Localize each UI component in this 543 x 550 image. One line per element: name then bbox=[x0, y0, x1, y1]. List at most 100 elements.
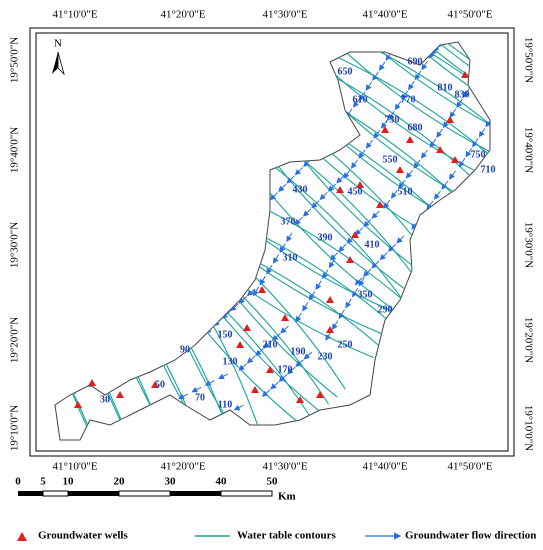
flow-arrow bbox=[41, 402, 50, 406]
flow-arrow bbox=[510, 84, 516, 92]
flow-arrow bbox=[485, 118, 490, 128]
flow-arrow bbox=[114, 368, 126, 374]
lon-label: 41°50'0"E bbox=[447, 9, 492, 21]
flow-arrow bbox=[327, 183, 337, 192]
flow-arrow bbox=[120, 460, 129, 464]
lon-label: 41°10'0"E bbox=[52, 9, 97, 21]
flow-arrow bbox=[308, 291, 316, 301]
groundwater-well bbox=[116, 391, 124, 398]
contour-label: 210 bbox=[263, 339, 278, 350]
flow-arrow bbox=[433, 190, 441, 200]
flow-arrow bbox=[354, 227, 364, 236]
flow-arrow bbox=[409, 19, 415, 27]
groundwater-well bbox=[316, 391, 324, 398]
flow-arrow bbox=[448, 170, 456, 180]
flow-arrow bbox=[502, 94, 508, 102]
lon-label: 41°30'0"E bbox=[262, 461, 307, 473]
flow-arrow bbox=[311, 150, 320, 159]
flow-arrow bbox=[371, 260, 380, 269]
lon-label: 41°40'0"E bbox=[362, 9, 407, 21]
groundwater-well bbox=[356, 181, 364, 188]
lat-label: 19°10'0"N bbox=[522, 405, 534, 451]
lat-label: 19°50'0"N bbox=[522, 37, 534, 83]
groundwater-well bbox=[266, 366, 274, 373]
flow-arrow bbox=[294, 167, 303, 176]
flow-arrow bbox=[480, 63, 488, 73]
flow-arrow bbox=[190, 292, 199, 301]
contour-label: 90 bbox=[180, 344, 190, 355]
flow-arrow bbox=[411, 16, 417, 24]
contour-label: 250 bbox=[338, 339, 353, 350]
contour-label: 680 bbox=[408, 122, 423, 133]
groundwater-well bbox=[243, 324, 251, 331]
contour-line bbox=[356, 42, 490, 137]
contour-line bbox=[55, 311, 136, 440]
lon-label: 41°20'0"E bbox=[160, 9, 205, 21]
groundwater-well bbox=[446, 116, 454, 123]
flow-arrow bbox=[378, 61, 386, 71]
flow-arrow bbox=[396, 235, 405, 244]
flow-arrow bbox=[223, 268, 230, 278]
inner-frame bbox=[35, 32, 509, 452]
groundwater-well bbox=[236, 341, 244, 348]
flow-arrow bbox=[178, 393, 189, 399]
flow-arrow bbox=[100, 336, 111, 342]
lon-label: 41°10'0"E bbox=[52, 461, 97, 473]
flow-arrow bbox=[206, 277, 216, 286]
contour-label: 710 bbox=[481, 164, 496, 175]
groundwater-well bbox=[296, 396, 304, 403]
flow-arrow bbox=[411, 220, 419, 230]
flow-arrow bbox=[26, 370, 35, 374]
scale-label: 10 bbox=[63, 476, 75, 488]
flow-arrow bbox=[387, 243, 397, 252]
flow-arrow bbox=[155, 348, 166, 355]
contour-label: 810 bbox=[438, 82, 453, 93]
scale-label: 40 bbox=[216, 476, 228, 488]
flow-arrow bbox=[41, 364, 50, 368]
flow-arrow bbox=[113, 330, 124, 337]
flow-arrow bbox=[330, 128, 338, 138]
groundwater-well bbox=[336, 186, 344, 193]
groundwater-well bbox=[281, 314, 289, 321]
flow-arrow bbox=[279, 243, 286, 253]
flow-arrow bbox=[332, 320, 339, 330]
contour-label: 450 bbox=[348, 186, 363, 197]
legend-label: Groundwater wells bbox=[38, 530, 128, 542]
groundwater-well bbox=[351, 231, 359, 238]
flow-arrow bbox=[76, 441, 85, 445]
flow-arrow bbox=[390, 189, 398, 199]
flow-arrow bbox=[440, 42, 447, 43]
flow-arrow bbox=[294, 216, 303, 226]
flow-arrow bbox=[413, 159, 421, 169]
scale-label: 0 bbox=[15, 476, 21, 488]
flow-arrow bbox=[295, 359, 304, 367]
lon-label: 41°50'0"E bbox=[447, 461, 492, 473]
flow-arrow bbox=[263, 340, 273, 349]
flow-arrow bbox=[414, 70, 422, 81]
flow-arrow bbox=[286, 232, 293, 243]
scale-label: 50 bbox=[267, 476, 279, 488]
lat-label: 19°30'0"N bbox=[522, 222, 534, 268]
groundwater-well bbox=[376, 201, 384, 208]
flow-arrow bbox=[371, 210, 380, 219]
flow-arrow bbox=[500, 98, 506, 106]
contour-label: 150 bbox=[218, 329, 233, 340]
flow-arrow bbox=[426, 200, 434, 210]
groundwater-well bbox=[381, 126, 389, 133]
flow-arrow bbox=[198, 285, 207, 293]
groundwater-well bbox=[88, 379, 96, 386]
flow-arrow bbox=[373, 129, 381, 139]
lat-label: 19°10'0"N bbox=[9, 405, 21, 451]
scale-label: 20 bbox=[114, 476, 126, 488]
flow-arrow bbox=[150, 446, 159, 450]
contour-label: 130 bbox=[223, 356, 238, 367]
flow-arrow bbox=[204, 380, 215, 386]
groundwater-well bbox=[326, 296, 334, 303]
flow-arrow bbox=[90, 433, 101, 440]
flow-arrow bbox=[401, 90, 408, 101]
contour-label: 310 bbox=[283, 252, 298, 263]
flow-arrow bbox=[269, 192, 278, 201]
flow-arrow bbox=[458, 158, 466, 168]
flow-arrow bbox=[388, 110, 395, 121]
